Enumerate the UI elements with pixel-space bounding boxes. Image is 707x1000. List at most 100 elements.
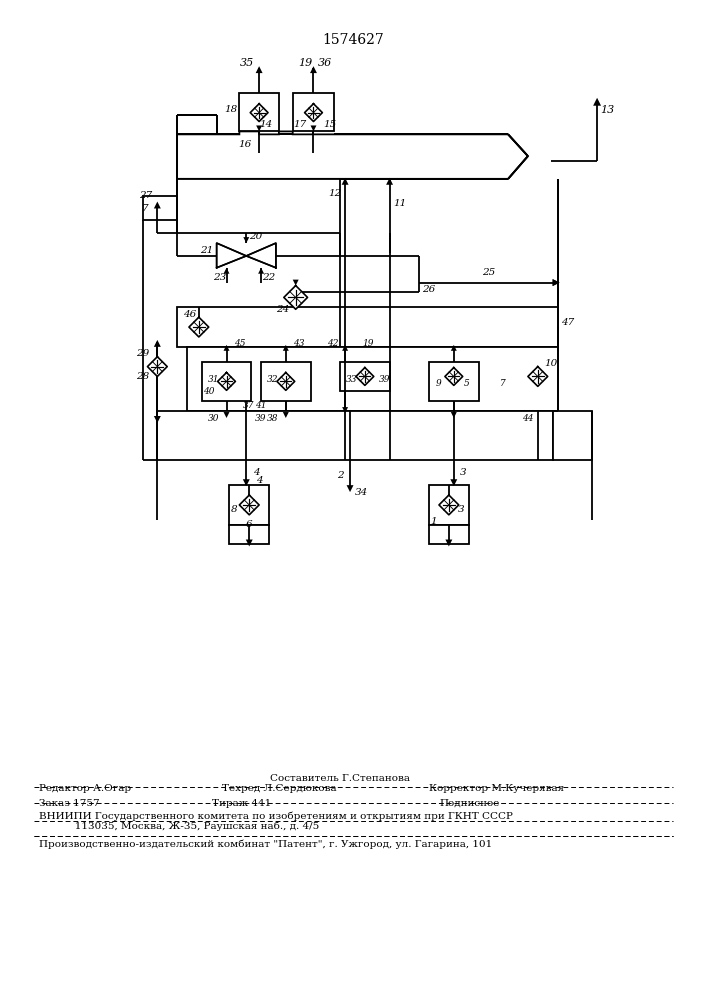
Bar [240,93,279,131]
Bar [293,93,334,131]
Text: 38: 38 [267,414,279,423]
Polygon shape [148,357,168,376]
Text: 19: 19 [362,339,373,348]
Text: Тираж 441: Тираж 441 [211,799,271,808]
Text: 3: 3 [460,468,467,477]
Text: Подписное: Подписное [439,799,499,808]
Text: 37: 37 [243,401,254,410]
Text: 25: 25 [481,268,495,277]
Text: 45: 45 [233,339,245,348]
Polygon shape [528,367,548,386]
Text: 9: 9 [436,379,442,388]
Text: 44: 44 [522,414,534,423]
Text: 3: 3 [457,505,464,514]
Polygon shape [451,412,457,418]
Polygon shape [154,340,160,347]
Polygon shape [240,495,259,515]
Bar [201,362,251,401]
Text: 41: 41 [255,401,267,410]
Text: 42: 42 [327,339,339,348]
Text: Корректор М.Кучерявая: Корректор М.Кучерявая [429,784,564,793]
Text: 34: 34 [356,488,368,497]
Polygon shape [445,368,462,385]
Text: 16: 16 [239,140,252,149]
Text: 33: 33 [346,375,358,384]
Text: 2: 2 [337,471,344,480]
Polygon shape [310,125,317,131]
Text: 1: 1 [431,517,438,526]
Text: 23: 23 [213,273,226,282]
Polygon shape [246,540,252,546]
Bar [261,362,310,401]
Polygon shape [256,125,262,131]
Text: 5: 5 [464,379,469,388]
Bar [177,307,558,347]
Polygon shape [277,373,295,390]
Polygon shape [450,479,457,486]
Text: Редактор А.Огар: Редактор А.Огар [39,784,131,793]
Text: 113035, Москва, Ж-35, Раушская наб., д. 4/5: 113035, Москва, Ж-35, Раушская наб., д. … [39,821,319,831]
Polygon shape [283,412,288,418]
Bar [230,525,269,544]
Text: 19: 19 [298,58,312,68]
Bar [158,411,553,460]
Bar [429,525,469,544]
Polygon shape [553,279,559,286]
Polygon shape [305,104,322,122]
Polygon shape [223,268,230,274]
Polygon shape [154,416,160,423]
Text: 39: 39 [379,375,390,384]
Text: 24: 24 [276,305,289,314]
Text: 15: 15 [324,120,337,129]
Polygon shape [342,407,348,413]
Text: 4: 4 [256,476,262,485]
Text: 43: 43 [293,339,305,348]
Text: 30: 30 [208,414,219,423]
Polygon shape [223,345,230,351]
Polygon shape [189,317,209,337]
Text: 27: 27 [139,191,152,200]
Bar [553,411,592,460]
Bar [429,362,479,401]
Text: 31: 31 [208,375,219,384]
Polygon shape [284,286,308,309]
Polygon shape [154,202,160,208]
Text: 7: 7 [142,204,148,213]
Polygon shape [216,243,246,268]
Text: 26: 26 [423,285,436,294]
Text: 8: 8 [231,505,238,514]
Polygon shape [341,178,349,185]
Polygon shape [223,412,230,418]
Text: 7: 7 [501,379,506,388]
Text: 11: 11 [393,199,406,208]
Text: 28: 28 [136,372,149,381]
Polygon shape [451,345,457,351]
Text: 35: 35 [240,58,255,68]
Bar [340,362,390,391]
Text: 1574627: 1574627 [322,33,384,47]
Text: 12: 12 [329,189,342,198]
Text: 29: 29 [136,349,149,358]
Polygon shape [243,237,250,243]
Polygon shape [246,243,276,268]
Polygon shape [258,268,264,274]
Polygon shape [593,98,601,106]
Bar [429,485,469,525]
Text: 40: 40 [203,387,214,396]
Polygon shape [293,280,298,286]
Text: 47: 47 [561,318,574,327]
Text: 18: 18 [224,105,237,114]
Text: 32: 32 [267,375,279,384]
Bar [187,347,558,411]
Text: 39: 39 [255,414,267,423]
Bar [143,196,177,220]
Polygon shape [243,479,250,486]
Text: 21: 21 [200,246,214,255]
Text: 36: 36 [318,58,332,68]
Text: 10: 10 [544,359,557,368]
Text: Производственно-издательский комбинат "Патент", г. Ужгород, ул. Гагарина, 101: Производственно-издательский комбинат "П… [39,839,492,849]
Text: 20: 20 [250,232,263,241]
Polygon shape [439,495,459,515]
Polygon shape [342,345,348,351]
Polygon shape [177,131,528,179]
